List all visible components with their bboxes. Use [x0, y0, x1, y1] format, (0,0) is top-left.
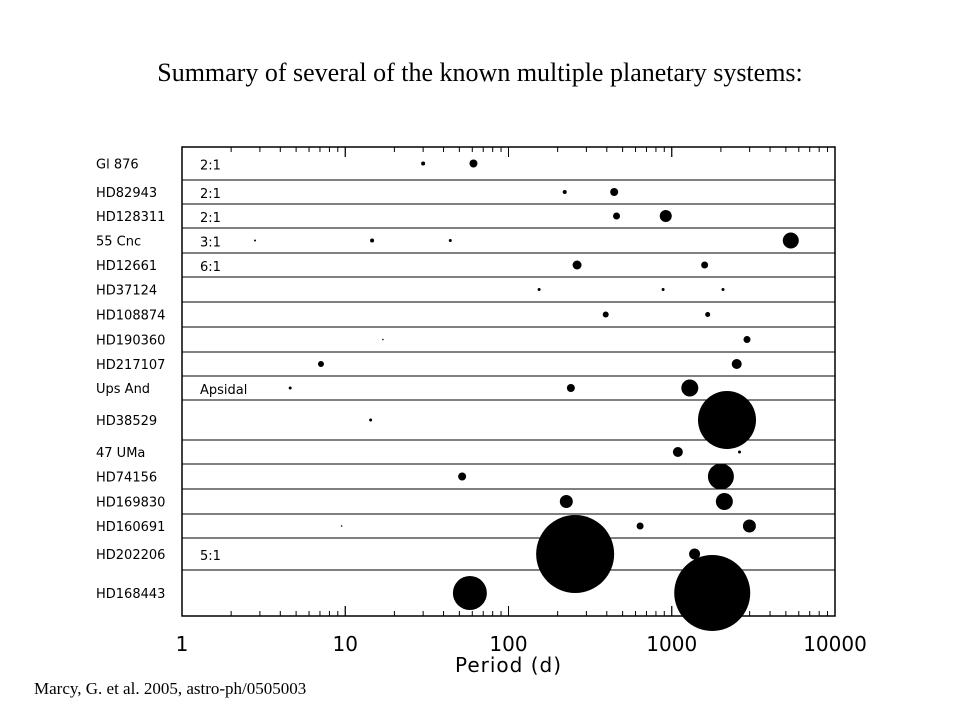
planet-marker — [610, 188, 619, 196]
system-label: HD37124 — [96, 284, 157, 299]
planet-marker — [288, 386, 292, 390]
planet-marker — [572, 260, 582, 270]
planet-marker — [458, 472, 467, 481]
planet-marker — [721, 288, 725, 291]
system-label: Gl 876 — [96, 158, 139, 173]
planet-marker — [370, 238, 375, 243]
planet-marker — [689, 548, 701, 560]
planet-marker — [253, 239, 256, 242]
system-label: Ups And — [96, 382, 150, 397]
planet-marker — [382, 338, 384, 341]
planet-marker — [731, 359, 742, 369]
resonance-annotation: 6:1 — [200, 260, 221, 275]
planet-marker — [559, 495, 573, 508]
system-label: 55 Cnc — [96, 235, 141, 250]
planet-marker — [562, 190, 567, 194]
x-tick-label: 100 — [489, 632, 527, 656]
planet-marker — [566, 384, 575, 392]
planet-marker — [340, 525, 343, 527]
planet-marker — [636, 522, 644, 530]
planet-marker — [681, 379, 699, 397]
resonance-annotation: 5:1 — [200, 549, 221, 564]
system-label: HD82943 — [96, 186, 157, 201]
system-label: HD168443 — [96, 587, 165, 602]
planet-marker — [661, 288, 665, 291]
planet-marker — [613, 212, 621, 220]
system-label: HD12661 — [96, 259, 157, 274]
slide-title: Summary of several of the known multiple… — [157, 58, 803, 87]
system-label: HD38529 — [96, 414, 157, 429]
planet-marker — [705, 312, 711, 317]
x-tick-label: 1000 — [646, 632, 697, 656]
x-axis-label: Period (d) — [455, 653, 562, 677]
planet-marker — [782, 232, 799, 249]
system-label: HD160691 — [96, 520, 165, 535]
planet-marker — [737, 450, 741, 454]
system-label: 47 UMa — [96, 446, 145, 461]
plot-frame — [181, 146, 836, 617]
system-label: HD108874 — [96, 309, 165, 324]
planet-marker — [707, 463, 734, 490]
planet-marker — [537, 288, 541, 291]
resonance-annotation: 3:1 — [200, 236, 221, 251]
system-label: HD202206 — [96, 548, 165, 563]
resonance-annotation: 2:1 — [200, 211, 221, 226]
system-label: HD128311 — [96, 210, 165, 225]
planet-marker — [715, 493, 733, 510]
planet-marker — [674, 555, 751, 631]
planet-marker — [469, 159, 478, 168]
system-label: HD217107 — [96, 358, 165, 373]
resonance-annotation: 2:1 — [200, 159, 221, 174]
planet-marker — [743, 336, 751, 343]
planet-marker — [602, 311, 609, 318]
planet-marker — [452, 576, 487, 610]
planet-marker — [701, 261, 709, 269]
planet-marker — [317, 361, 324, 367]
resonance-annotation: Apsidal — [200, 383, 247, 398]
planet-marker — [421, 161, 426, 166]
planet-marker — [672, 447, 683, 457]
system-label: HD74156 — [96, 471, 157, 486]
system-label: HD190360 — [96, 334, 165, 349]
planet-marker — [536, 515, 615, 593]
planet-marker — [698, 391, 757, 449]
citation: Marcy, G. et al. 2005, astro-ph/0505003 — [34, 679, 307, 698]
planet-marker — [369, 418, 373, 422]
x-tick-label: 10 — [333, 632, 358, 656]
system-label: HD169830 — [96, 496, 165, 511]
planet-marker — [742, 519, 756, 533]
planet-marker — [448, 239, 452, 242]
planet-marker — [659, 210, 672, 222]
resonance-annotation: 2:1 — [200, 187, 221, 202]
x-tick-label: 10000 — [803, 632, 867, 656]
x-tick-label: 1 — [176, 632, 189, 656]
